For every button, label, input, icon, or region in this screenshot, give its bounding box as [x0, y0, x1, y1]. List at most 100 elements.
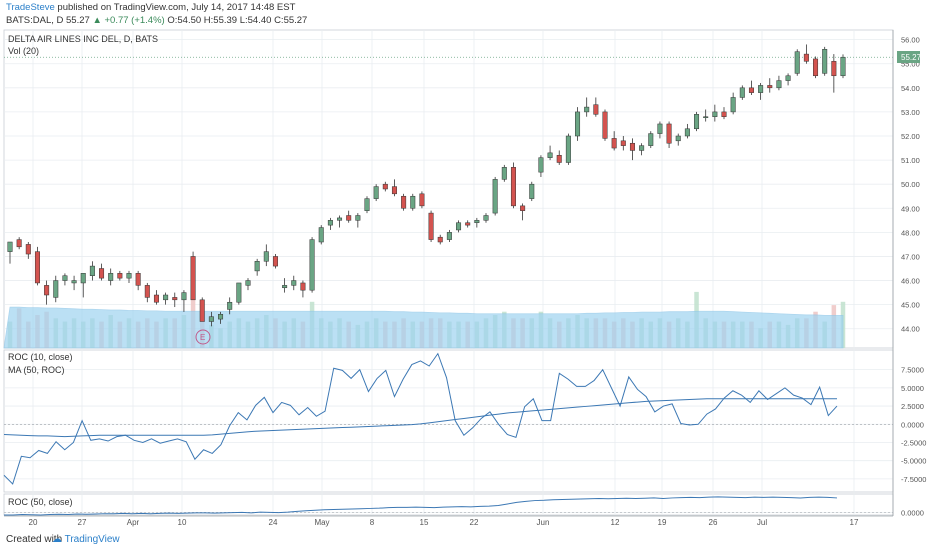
volume-ma-area	[3, 306, 844, 349]
candle-body	[254, 261, 260, 272]
earnings-marker[interactable]	[195, 329, 211, 345]
y-tick-label: 0.0000	[901, 508, 924, 517]
candle-body	[318, 227, 324, 243]
volume-legend[interactable]: Vol (20)	[8, 46, 39, 56]
y-tick-label: -7.5000	[901, 475, 926, 484]
candle-body	[694, 114, 700, 130]
candle-body	[547, 152, 553, 158]
y-tick-label: 55.00	[901, 60, 920, 69]
close-value: C:55.27	[274, 15, 308, 26]
tradingview-brand: TradingView	[64, 534, 120, 545]
chart-canvas[interactable]: 56.00 55.00 54.00 53.00 52.00 51.00 50.00 49.00…	[0, 0, 932, 530]
y-tick-label: 0.0000	[901, 420, 924, 429]
low-value: L:54.40	[239, 15, 272, 26]
created-with-text: Created with	[6, 534, 63, 545]
candle-body	[34, 251, 40, 284]
x-tick-label: 20	[29, 518, 38, 527]
candle-body	[135, 273, 141, 286]
candle-body	[190, 256, 196, 301]
tradingview-logo[interactable]: ☁ TradingView	[52, 530, 120, 550]
candle-body	[813, 58, 819, 77]
roc-50-pane	[4, 496, 838, 516]
tradingview-logo-icon: ☁	[52, 534, 62, 545]
roc50-legend[interactable]: ROC (50, close)	[8, 497, 73, 507]
candlesticks	[7, 44, 846, 327]
x-tick-label: Jul	[757, 518, 767, 527]
y-tick-label: 56.00	[901, 36, 920, 45]
candle-body	[208, 316, 214, 322]
candle-body	[803, 53, 809, 62]
candle-body	[245, 280, 251, 286]
candle-body	[611, 138, 617, 149]
y-tick-label: -5.0000	[901, 457, 926, 466]
candle-body	[556, 155, 562, 163]
y-tick-label: 44.00	[901, 325, 920, 334]
candle-body	[492, 179, 498, 214]
candle-body	[593, 104, 599, 115]
y-tick-label: 45.00	[901, 301, 920, 310]
x-tick-label: May	[314, 518, 329, 527]
candle-body	[199, 299, 205, 322]
candle-body	[822, 49, 828, 74]
y-tick-label: 46.00	[901, 277, 920, 286]
y-tick-label: 51.00	[901, 156, 920, 165]
y-tick-label: 5.0000	[901, 384, 924, 393]
axes: 56.00 55.00 54.00 53.00 52.00 51.00 50.00 49.00…	[4, 30, 926, 527]
candle-body	[629, 142, 635, 151]
candle-body	[410, 195, 416, 209]
candle-body	[456, 222, 462, 231]
candle-body	[776, 80, 782, 89]
candle-body	[758, 85, 764, 93]
candle-body	[584, 106, 590, 113]
candle-body	[648, 133, 654, 146]
candle-body	[465, 222, 471, 226]
high-value: H:55.39	[203, 15, 238, 26]
x-tick-label: 27	[78, 518, 87, 527]
candle-body	[538, 157, 544, 173]
candle-body	[291, 280, 297, 286]
candle-body	[300, 282, 306, 291]
ma-roc-legend[interactable]: MA (50, ROC)	[8, 365, 65, 375]
publish-line: TradeSteve published on TradingView.com,…	[6, 2, 295, 14]
candle-body	[71, 280, 77, 284]
candle-body	[282, 285, 288, 289]
candle-body	[263, 251, 269, 262]
candle-body	[602, 111, 608, 139]
pane-frame	[3, 349, 894, 493]
y-tick-label: 2.5000	[901, 402, 924, 411]
series-line	[3, 352, 838, 485]
candle-body	[428, 212, 434, 240]
y-tick-label: 50.00	[901, 180, 920, 189]
candle-body	[382, 183, 388, 190]
candle-body	[666, 123, 672, 144]
candle-body	[730, 97, 736, 113]
candle-body	[25, 244, 31, 255]
candle-body	[565, 135, 571, 163]
candle-body	[446, 232, 452, 240]
x-tick-label: 24	[269, 518, 278, 527]
candle-body	[126, 273, 132, 279]
candle-body	[153, 294, 159, 303]
publish-info: published on TradingView.com, July 14, 2…	[54, 2, 296, 13]
earnings-marker-label[interactable]: E	[200, 333, 205, 342]
candle-body	[62, 275, 68, 281]
candle-body	[639, 145, 645, 151]
last-price-tag	[897, 51, 920, 63]
series-line	[4, 496, 838, 516]
candle-body	[108, 273, 114, 281]
candle-body	[748, 87, 754, 93]
x-tick-label: 19	[658, 518, 667, 527]
roc10-legend[interactable]: ROC (10, close)	[8, 352, 73, 362]
candle-body	[89, 265, 95, 276]
price-legend-title[interactable]: DELTA AIR LINES INC DEL, D, BATS	[8, 34, 158, 44]
candle-body	[474, 220, 480, 223]
author-link[interactable]: TradeSteve	[6, 2, 55, 13]
candle-body	[419, 193, 425, 207]
candle-body	[794, 51, 800, 74]
candle-body	[391, 186, 397, 195]
x-tick-label: 10	[178, 518, 187, 527]
price-change: +0.77 (+1.4%)	[104, 15, 165, 26]
candle-body	[510, 167, 516, 207]
open-value: O:54.50	[167, 15, 202, 26]
candle-body	[327, 220, 333, 226]
